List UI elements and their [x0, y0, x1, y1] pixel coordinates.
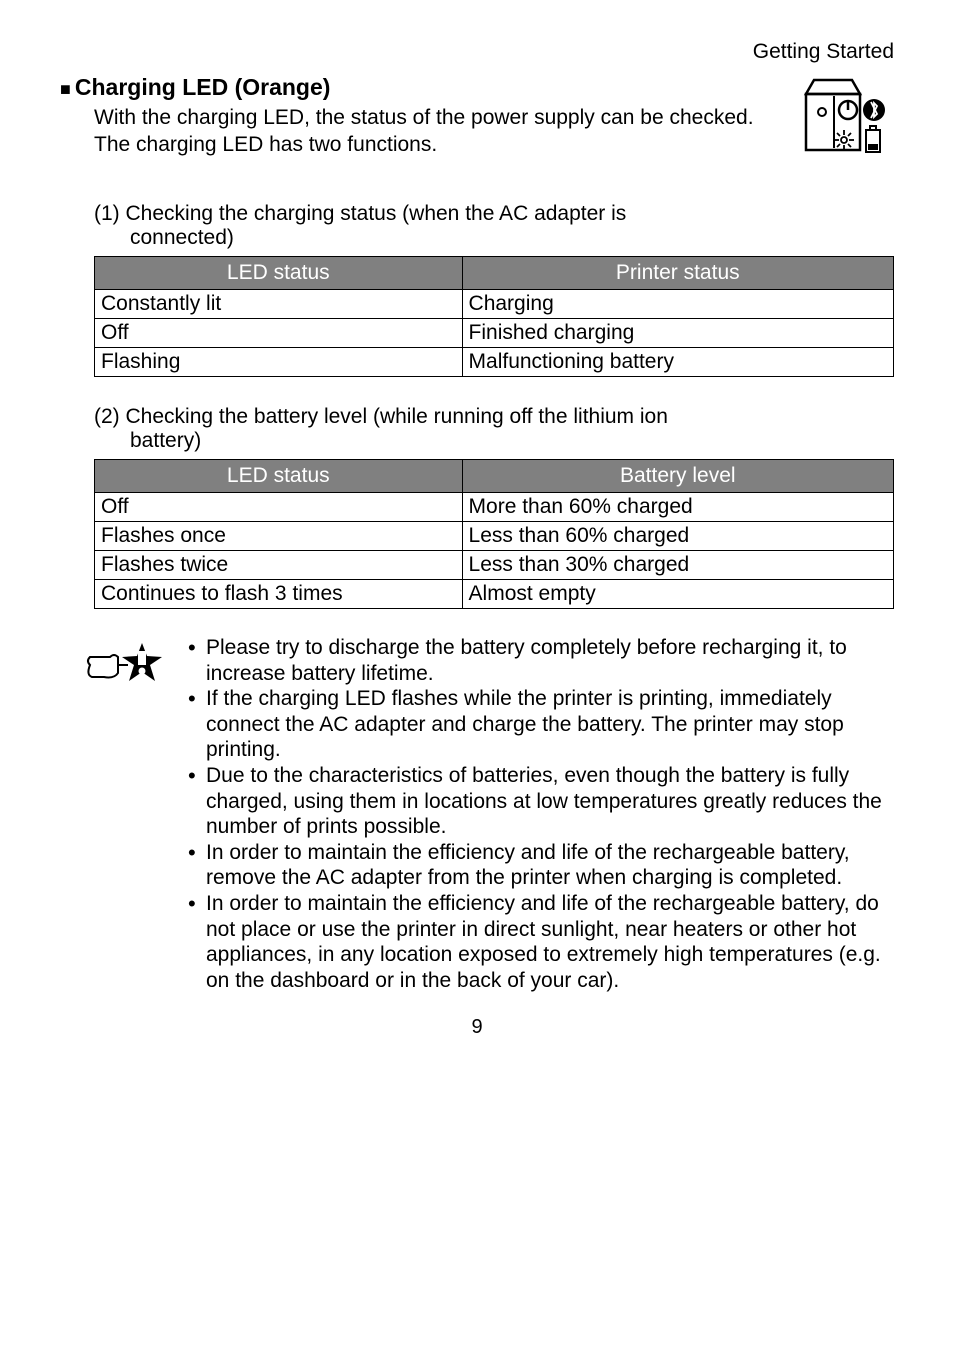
table-cell: More than 60% charged — [462, 493, 893, 522]
battery-level-table: LED status Battery level OffMore than 60… — [94, 459, 894, 609]
table-cell: Continues to flash 3 times — [95, 580, 463, 609]
table-cell: Almost empty — [462, 580, 893, 609]
note-item: If the charging LED flashes while the pr… — [188, 686, 894, 763]
table-header: Battery level — [462, 460, 893, 493]
table-cell: Constantly lit — [95, 290, 463, 319]
note-item: In order to maintain the efficiency and … — [188, 840, 894, 891]
note-item: In order to maintain the efficiency and … — [188, 891, 894, 993]
section-title: ■Charging LED (Orange) — [60, 74, 784, 101]
printer-led-diagram-icon — [794, 74, 894, 174]
caution-hand-icon — [84, 635, 166, 994]
table-cell: Malfunctioning battery — [462, 348, 893, 377]
table-header: Printer status — [462, 257, 893, 290]
note-item: Due to the characteristics of batteries,… — [188, 763, 894, 840]
table-cell: Finished charging — [462, 319, 893, 348]
header-context: Getting Started — [60, 40, 894, 64]
table-cell: Flashing — [95, 348, 463, 377]
charging-status-table: LED status Printer status Constantly lit… — [94, 256, 894, 377]
table-header: LED status — [95, 257, 463, 290]
table-cell: Less than 60% charged — [462, 522, 893, 551]
table-cell: Off — [95, 493, 463, 522]
notes-list: Please try to discharge the battery comp… — [166, 635, 894, 994]
bullet-square-icon: ■ — [60, 79, 71, 99]
table-cell: Off — [95, 319, 463, 348]
section-body: With the charging LED, the status of the… — [60, 105, 784, 159]
table-cell: Less than 30% charged — [462, 551, 893, 580]
subsection-2-heading: (2) Checking the battery level (while ru… — [60, 405, 894, 453]
table-header: LED status — [95, 460, 463, 493]
table-cell: Charging — [462, 290, 893, 319]
table-cell: Flashes twice — [95, 551, 463, 580]
page-number: 9 — [60, 1016, 894, 1039]
subsection-1-heading: (1) Checking the charging status (when t… — [60, 202, 894, 250]
note-item: Please try to discharge the battery comp… — [188, 635, 894, 686]
table-cell: Flashes once — [95, 522, 463, 551]
